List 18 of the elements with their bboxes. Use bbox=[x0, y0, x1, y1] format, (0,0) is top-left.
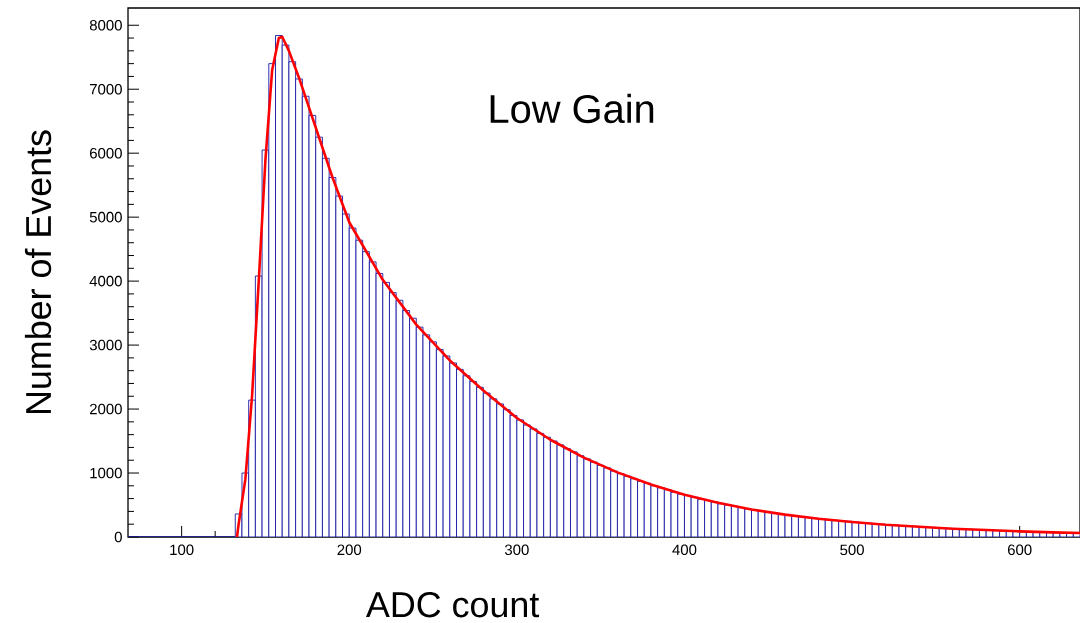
y-tick-label: 5000 bbox=[89, 211, 122, 223]
y-tick-label: 1000 bbox=[90, 467, 122, 479]
y-tick-label: 2000 bbox=[90, 403, 122, 415]
y-tick-label: 8000 bbox=[89, 19, 122, 31]
x-tick-label: 300 bbox=[504, 544, 529, 556]
y-tick-label: 0 bbox=[114, 531, 122, 543]
y-axis-title: Number of Events bbox=[24, 130, 52, 414]
annotation: Low Gain bbox=[490, 93, 654, 124]
y-tick-label: 7000 bbox=[90, 83, 122, 95]
x-tick-label: 400 bbox=[672, 544, 697, 556]
x-tick-label: 100 bbox=[170, 544, 194, 556]
x-tick-label: 200 bbox=[337, 544, 362, 556]
y-tick-label: 3000 bbox=[89, 339, 122, 351]
x-tick-label: 500 bbox=[840, 544, 864, 556]
x-axis-title: ADC count bbox=[366, 592, 540, 618]
y-tick-label: 6000 bbox=[90, 147, 122, 159]
x-tick-label: 600 bbox=[1007, 544, 1032, 556]
y-tick-label: 4000 bbox=[89, 275, 122, 287]
